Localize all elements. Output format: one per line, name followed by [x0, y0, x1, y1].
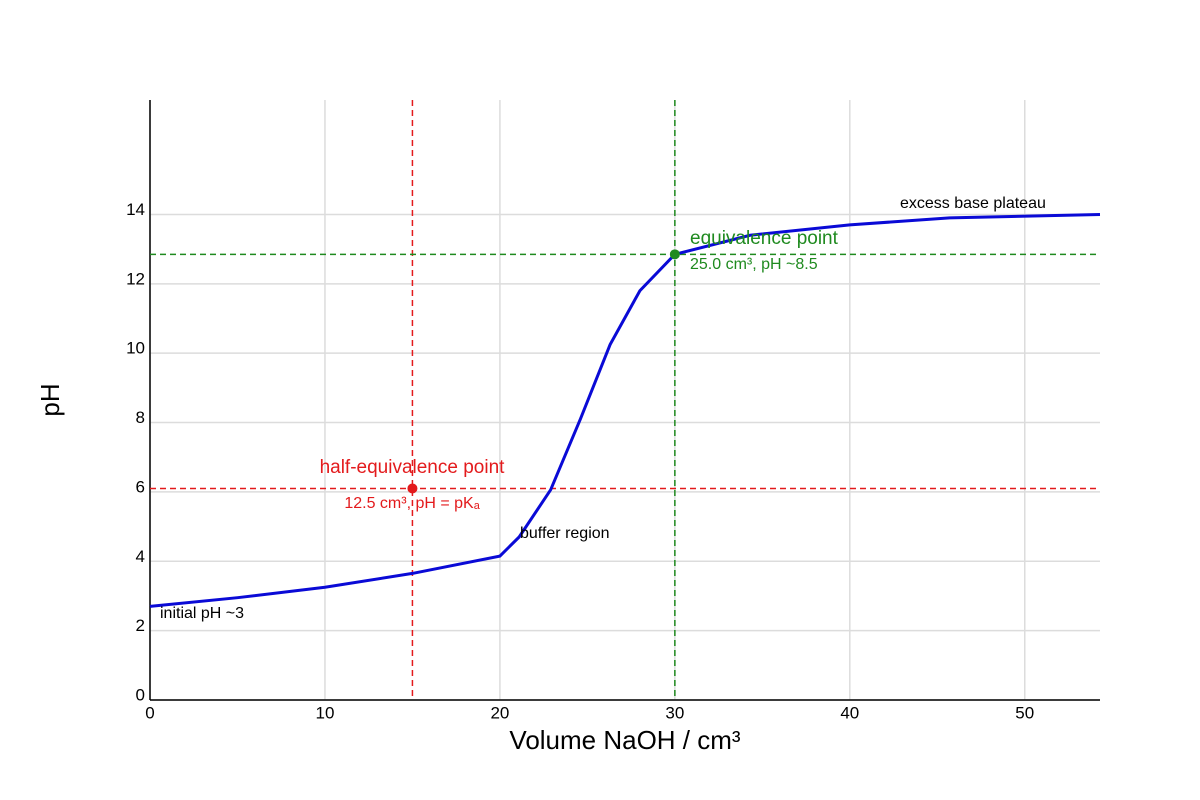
x-tick-label: 30 [665, 703, 684, 722]
marker-sublabel: 25.0 cm³, pH ~8.5 [690, 256, 818, 273]
y-tick-label: 10 [126, 339, 145, 358]
y-tick-label: 14 [126, 200, 145, 219]
y-tick-label: 2 [136, 616, 145, 635]
marker-sublabel: 12.5 cm³, pH = pKₐ [344, 495, 480, 512]
annotation: excess base plateau [900, 195, 1046, 212]
marker-label: equivalence point [690, 228, 839, 249]
y-tick-label: 12 [126, 269, 145, 288]
y-tick-label: 4 [136, 547, 145, 566]
line [149, 212, 1101, 608]
marker [669, 249, 680, 260]
y-tick-label: 6 [136, 477, 145, 496]
x-tick-label: 10 [315, 703, 334, 722]
y-axis-label: pH [35, 383, 65, 416]
x-tick-label: 50 [1015, 703, 1034, 722]
x-axis-label: Volume NaOH / cm³ [509, 725, 741, 755]
x-tick-label: 0 [145, 703, 154, 722]
annotation: buffer region [520, 525, 610, 542]
x-tick-label: 20 [490, 703, 509, 722]
marker [407, 483, 418, 494]
annotation: initial pH ~3 [160, 605, 244, 622]
y-tick-label: 8 [136, 408, 145, 427]
y-tick-label: 0 [136, 685, 145, 704]
marker-label: half-equivalence point [320, 457, 506, 478]
x-tick-label: 40 [840, 703, 859, 722]
